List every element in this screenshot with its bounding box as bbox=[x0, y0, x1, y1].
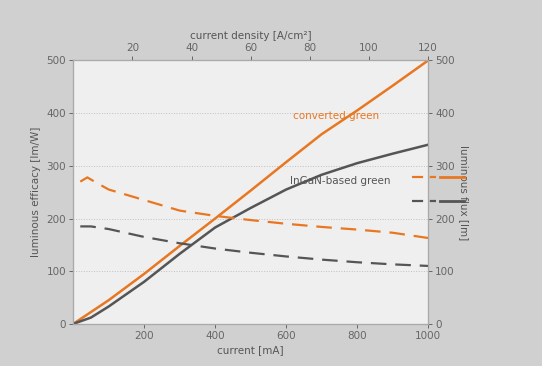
Text: converted green: converted green bbox=[293, 111, 379, 121]
Y-axis label: luminous efficacy [lm/W]: luminous efficacy [lm/W] bbox=[31, 127, 41, 257]
Y-axis label: luminous flux [lm]: luminous flux [lm] bbox=[459, 145, 469, 240]
X-axis label: current density [A/cm²]: current density [A/cm²] bbox=[190, 31, 312, 41]
Text: InGaN-based green: InGaN-based green bbox=[290, 176, 390, 186]
X-axis label: current [mA]: current [mA] bbox=[217, 345, 284, 355]
